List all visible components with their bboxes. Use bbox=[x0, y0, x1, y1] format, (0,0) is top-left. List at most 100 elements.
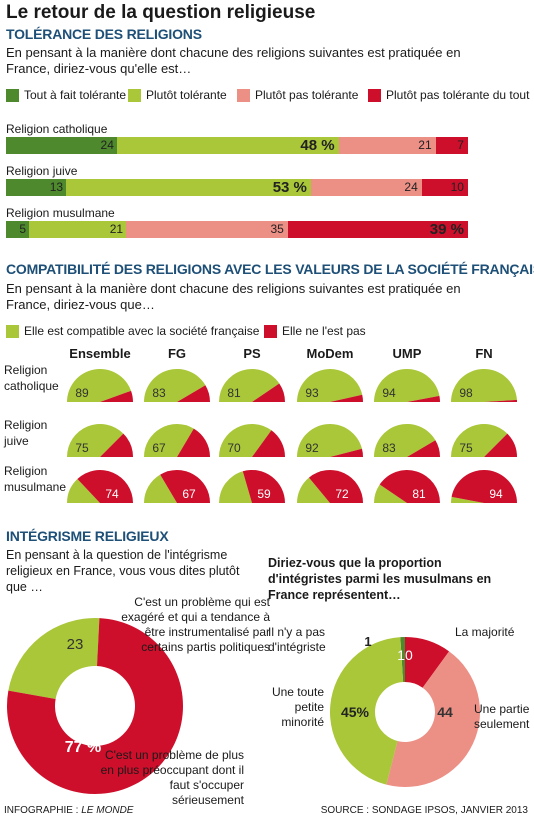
semicircle-incompatible-slice bbox=[160, 469, 210, 503]
semicircle-compatible-slice bbox=[67, 423, 124, 457]
semicircle-incompatible-slice bbox=[451, 470, 517, 503]
donut2-label-minority: Une toute petite minorité bbox=[271, 685, 324, 729]
page-title: Le retour de la question religieuse bbox=[6, 2, 316, 23]
legend-item: Plutôt tolérante bbox=[128, 88, 227, 102]
row-label: Religion bbox=[4, 363, 47, 377]
donut-value-label: 45% bbox=[341, 704, 370, 720]
stacked-bar: 5 21 35 39 % bbox=[6, 221, 468, 238]
donut-value-label: 44 bbox=[437, 704, 453, 720]
bar-segment: 24 bbox=[310, 179, 422, 196]
bar-category-label: Religion musulmane bbox=[6, 206, 115, 220]
semicircle-incompatible-slice bbox=[407, 440, 440, 457]
bar-segment: 5 bbox=[6, 221, 30, 238]
semicircle-value-label: 81 bbox=[227, 386, 241, 400]
legend-item: Plutôt pas tolérante du tout bbox=[368, 88, 529, 102]
semicircle-incompatible-slice bbox=[407, 395, 440, 402]
bar-value-label: 35 bbox=[270, 222, 284, 236]
semicircle-incompatible-slice bbox=[379, 470, 440, 503]
source: SOURCE : SONDAGE IPSOS, JANVIER 2013 bbox=[320, 805, 528, 816]
credit-prefix: INFOGRAPHIE : bbox=[4, 805, 82, 816]
legend-swatch bbox=[6, 324, 19, 338]
semicircle-value-label: 72 bbox=[335, 487, 349, 501]
legend-label: Elle est compatible avec la société fran… bbox=[24, 324, 260, 338]
legend-item: Plutôt pas tolérante bbox=[237, 88, 358, 102]
bar-value-label: 24 bbox=[100, 138, 114, 152]
semicircle-value-label: 94 bbox=[382, 386, 396, 400]
semicircle-compatible-slice bbox=[67, 478, 100, 503]
bar-segment: 35 bbox=[126, 221, 288, 238]
semicircle-value-label: 83 bbox=[382, 441, 396, 455]
semicircle-value-label: 70 bbox=[227, 441, 241, 455]
semicircle-compatible-slice bbox=[219, 471, 252, 503]
donut-slice bbox=[386, 651, 480, 787]
legend-item: Elle est compatible avec la société fran… bbox=[6, 324, 259, 338]
semicircle-compatible-slice bbox=[67, 368, 132, 402]
donut-value-label: 77 % bbox=[65, 739, 101, 756]
credit: INFOGRAPHIE : LE MONDE bbox=[4, 805, 133, 816]
bar-value-label: 48 % bbox=[300, 137, 335, 154]
semicircle-value-label: 98 bbox=[459, 386, 473, 400]
row-label: juive bbox=[3, 434, 29, 448]
semicircle-compatible-slice bbox=[374, 484, 407, 503]
bar-segment: 21 bbox=[29, 221, 127, 238]
question-integrism-1: En pensant à la question de l'intégrisme… bbox=[6, 548, 240, 594]
bar-value-label: 39 % bbox=[429, 221, 464, 238]
credit-source: LE MONDE bbox=[81, 805, 134, 816]
semicircle-incompatible-slice bbox=[252, 383, 285, 402]
row-label: Religion bbox=[4, 464, 47, 478]
question-tolerance: En pensant à la manière dont chacune des… bbox=[6, 45, 461, 76]
semicircle-incompatible-slice bbox=[252, 430, 285, 457]
donut-slice bbox=[400, 637, 405, 683]
legend-swatch bbox=[128, 88, 141, 102]
stacked-bar: 13 53 % 24 10 bbox=[6, 179, 468, 196]
column-header: Ensemble bbox=[69, 346, 130, 361]
stacked-bar: 24 48 % 21 7 bbox=[6, 137, 468, 154]
row-label: musulmane bbox=[4, 480, 66, 494]
bar-value-label: 7 bbox=[457, 138, 464, 152]
semicircle-incompatible-slice bbox=[100, 433, 133, 457]
semicircle-compatible-slice bbox=[451, 424, 508, 457]
semicircle-incompatible-slice bbox=[100, 390, 133, 402]
semicircle-incompatible-slice bbox=[308, 470, 363, 503]
bar-category-label: Religion juive bbox=[6, 164, 78, 178]
donut1-label-exaggerated: C'est un problème qui est exagéré et qui… bbox=[121, 595, 270, 654]
semicircle-compatible-slice bbox=[144, 369, 206, 402]
semicircle-incompatible-slice bbox=[177, 385, 210, 402]
bar-segment: 7 bbox=[435, 137, 468, 154]
legend-swatch bbox=[264, 324, 277, 338]
column-header: UMP bbox=[393, 346, 422, 361]
semicircle-value-label: 83 bbox=[152, 386, 166, 400]
semicircle-incompatible-slice bbox=[77, 470, 133, 503]
semicircle-value-label: 74 bbox=[105, 487, 119, 501]
semicircle-incompatible-slice bbox=[177, 428, 210, 457]
semicircle-value-label: 92 bbox=[305, 441, 319, 455]
legend-label: Elle ne l'est pas bbox=[282, 324, 366, 338]
bar-value-label: 5 bbox=[19, 222, 27, 236]
semicircle-value-label: 75 bbox=[459, 441, 473, 455]
semicircle-incompatible-slice bbox=[330, 448, 363, 457]
section-heading-integrism: INTÉGRISME RELIGIEUX bbox=[6, 528, 169, 544]
bar-segment: 39 % bbox=[287, 221, 468, 238]
semicircle-incompatible-slice bbox=[484, 399, 517, 402]
legend-item: Tout à fait tolérante bbox=[6, 88, 126, 102]
donut-slice bbox=[8, 618, 100, 700]
semicircle-compatible-slice bbox=[451, 368, 517, 402]
semicircle-compatible-slice bbox=[451, 496, 484, 503]
semicircle-value-label: 75 bbox=[75, 441, 89, 455]
semicircle-compatible-slice bbox=[144, 424, 194, 457]
semicircle-compatible-slice bbox=[297, 477, 330, 503]
semicircle-compatible-slice bbox=[144, 474, 177, 503]
donut-value-label: 10 bbox=[397, 647, 413, 663]
section-heading-tolerance: TOLÉRANCE DES RELIGIONS bbox=[6, 26, 202, 42]
bar-segment: 24 bbox=[6, 137, 117, 154]
semicircle-compatible-slice bbox=[374, 424, 436, 457]
donut-slice bbox=[6, 618, 183, 794]
bar-segment: 48 % bbox=[116, 137, 339, 154]
question-integrism-2: Diriez-vous que la proportion d'intégris… bbox=[268, 556, 492, 602]
semicircle-value-label: 81 bbox=[412, 487, 426, 501]
question-compatibility: En pensant à la manière dont chacune des… bbox=[6, 281, 461, 312]
semicircle-value-label: 67 bbox=[152, 441, 166, 455]
semicircle-value-label: 67 bbox=[182, 487, 196, 501]
bar-value-label: 10 bbox=[450, 180, 464, 194]
semicircle-incompatible-slice bbox=[330, 394, 364, 402]
